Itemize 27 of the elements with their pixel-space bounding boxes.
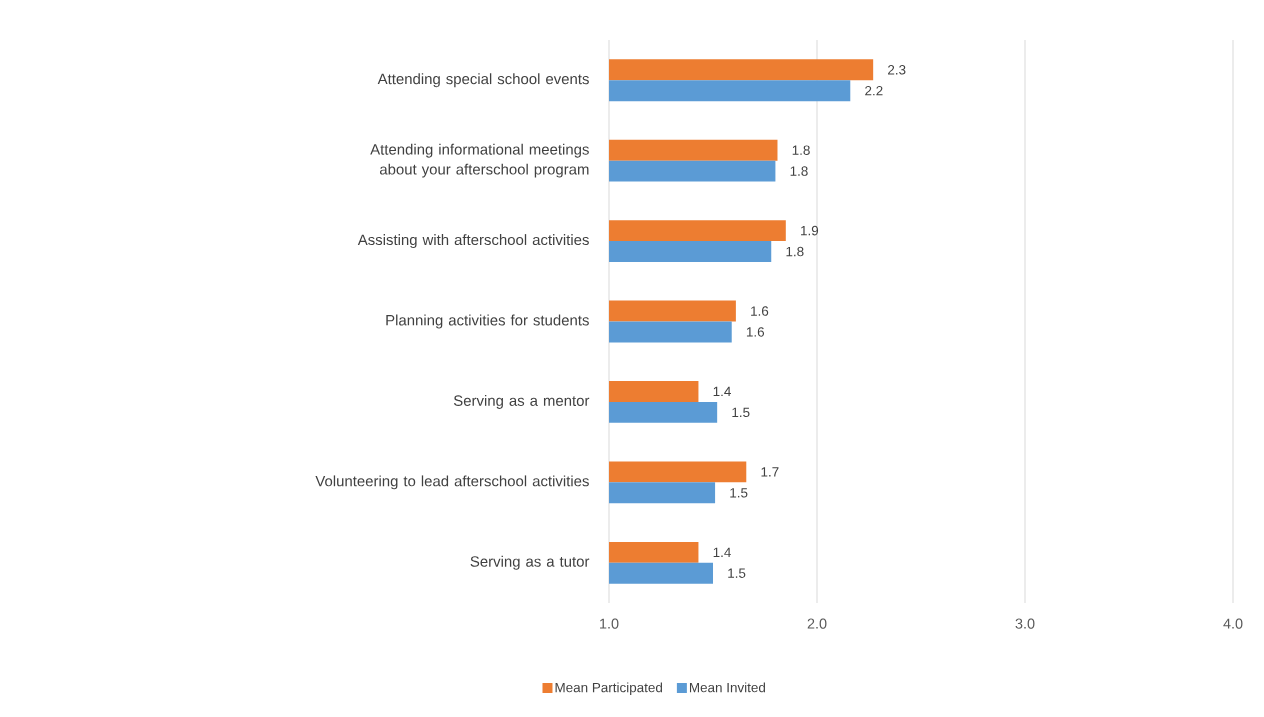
- legend-label: Mean Participated: [555, 682, 662, 695]
- y-tick-label: Volunteering to lead afterschool activities: [315, 475, 589, 490]
- data-label: 1.6: [746, 327, 765, 337]
- x-tick-label: 4.0: [1223, 618, 1243, 629]
- y-tick-label: Serving as a mentor: [453, 394, 590, 409]
- y-tick-label: Planning activities for students: [386, 314, 589, 329]
- data-label: 1.4: [713, 547, 731, 557]
- x-tick-label: 3.0: [1015, 618, 1035, 629]
- data-label: 1.8: [786, 246, 804, 257]
- y-tick-label: Assisting with afterschool activities: [357, 234, 589, 249]
- data-label: 1.8: [792, 145, 810, 155]
- data-label: 2.2: [865, 85, 883, 96]
- data-label: 1.5: [728, 568, 746, 578]
- data-label: 1.5: [732, 407, 750, 418]
- data-label: 1.7: [761, 467, 779, 477]
- data-label: 1.4: [713, 386, 731, 397]
- y-tick-label: Attending special school events: [377, 73, 589, 88]
- x-tick-label: 2.0: [807, 618, 827, 629]
- legend-label: Mean Invited: [689, 682, 765, 693]
- x-tick-label: 1.0: [600, 618, 619, 629]
- data-label: 1.8: [790, 166, 808, 176]
- y-tick-label: Serving as a tutor: [470, 555, 590, 570]
- data-label: 2.3: [888, 65, 906, 75]
- data-label: 1.5: [730, 488, 748, 498]
- data-label: 1.6: [751, 306, 769, 316]
- data-label: 1.9: [801, 225, 819, 236]
- y-tick-label: Attending informational meetings about your afterschool program: [370, 143, 589, 178]
